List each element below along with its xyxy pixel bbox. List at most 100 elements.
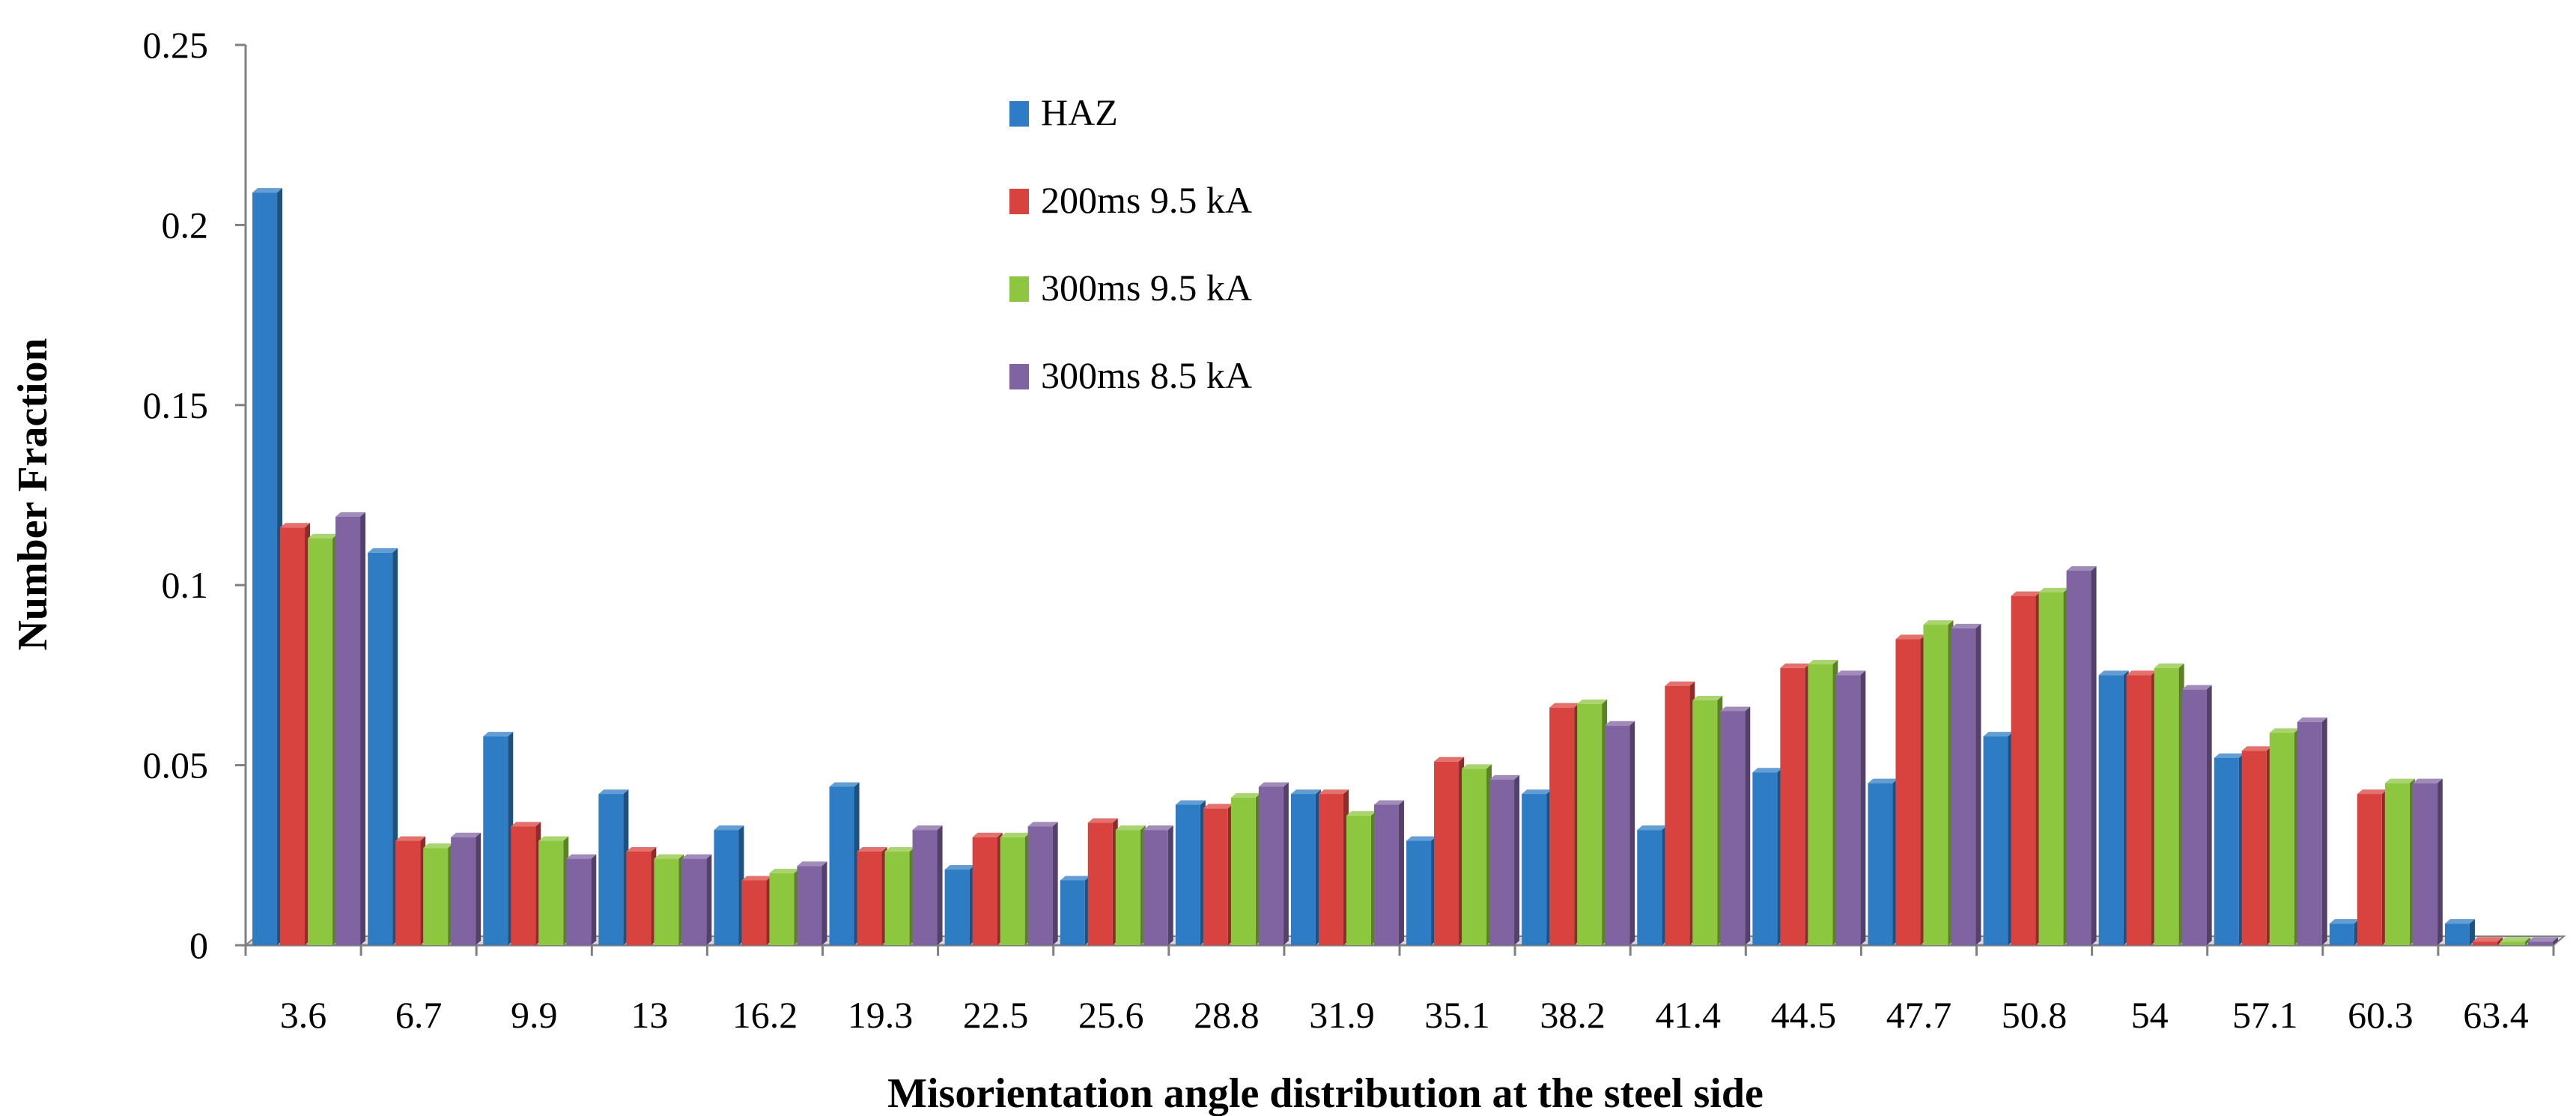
bar-top <box>2357 789 2387 795</box>
bar-top <box>1692 696 1723 701</box>
bar <box>1577 699 1608 945</box>
bar-front <box>1318 794 1343 945</box>
bar-top <box>1027 822 1058 827</box>
bar-top <box>2038 587 2069 592</box>
bar-side <box>1514 774 1520 945</box>
bars <box>252 188 2558 946</box>
x-tick-label: 44.5 <box>1771 994 1837 1036</box>
bar-top <box>2181 685 2212 690</box>
bar-front <box>1258 786 1284 945</box>
bar <box>308 533 338 945</box>
bar-front <box>829 786 854 945</box>
bar-top <box>2066 565 2097 571</box>
bar-top <box>1115 825 1146 831</box>
bar-front <box>2472 941 2497 945</box>
bar-top <box>972 832 1003 837</box>
bar <box>2154 663 2184 945</box>
bar-top <box>566 854 597 859</box>
bar <box>2500 937 2530 945</box>
bar-side <box>2206 685 2212 945</box>
bar-top <box>252 188 283 193</box>
bar-front <box>451 837 476 945</box>
bar-side <box>2497 937 2503 945</box>
bar-front <box>1406 840 1432 945</box>
bar-front <box>1027 826 1053 945</box>
bar <box>1175 800 1206 945</box>
bar-front <box>1115 830 1140 945</box>
bar <box>1692 696 1723 945</box>
bar-front <box>2297 721 2322 945</box>
bar-top <box>1290 789 1321 795</box>
bar <box>2357 789 2387 945</box>
bar <box>2472 937 2503 945</box>
bar-top <box>2154 663 2184 668</box>
bar-top <box>2412 778 2443 783</box>
bar-top <box>626 846 657 852</box>
bar-front <box>280 527 306 945</box>
bar-front <box>1087 822 1113 945</box>
bar-front <box>1868 783 1893 945</box>
bar-top <box>2214 753 2244 758</box>
bar-top <box>511 822 541 827</box>
bar-top <box>1203 804 1233 809</box>
bar-top <box>1983 732 2014 737</box>
bar-front <box>2444 924 2470 945</box>
bar-top <box>280 523 311 528</box>
bar-top <box>1895 634 1926 640</box>
bar-front <box>1489 779 1515 945</box>
bar-front <box>857 851 882 945</box>
bar-top <box>1808 659 1838 664</box>
bar-top <box>1780 663 1811 668</box>
bar-front <box>714 830 739 945</box>
bar <box>829 782 860 945</box>
bar-front <box>1143 830 1168 945</box>
bar-top <box>2269 728 2300 733</box>
bar-front <box>1752 772 1778 945</box>
bar <box>1522 789 1552 945</box>
bar <box>1203 804 1233 945</box>
y-tick-label: 0.15 <box>143 384 209 426</box>
bar-side <box>706 854 712 945</box>
bar-top <box>335 512 366 517</box>
bar <box>1000 832 1030 945</box>
bar-front <box>335 516 361 945</box>
x-tick-label: 22.5 <box>963 994 1029 1036</box>
bar <box>2126 670 2157 945</box>
bar-side <box>821 861 827 945</box>
bar <box>2038 587 2069 945</box>
bar-side <box>1629 721 1635 945</box>
bar-front <box>1203 808 1228 945</box>
bar-front <box>1060 880 1085 945</box>
bar-top <box>1835 670 1866 676</box>
bar-top <box>1318 789 1349 795</box>
bar <box>395 836 426 945</box>
bar-top <box>451 832 482 837</box>
bar-side <box>1745 706 1751 945</box>
bar <box>335 512 366 945</box>
bar-side <box>2437 778 2443 945</box>
bar-front <box>1983 736 2008 945</box>
x-tick-label: 9.9 <box>511 994 558 1036</box>
bar-front <box>944 870 970 945</box>
bar-front <box>598 794 624 945</box>
legend-item: 300ms 9.5 kA <box>1009 267 1252 309</box>
bar <box>280 523 311 945</box>
bar-top <box>1868 778 1898 783</box>
bar-top <box>423 843 454 849</box>
bar <box>1406 836 1437 945</box>
bar <box>1143 825 1173 945</box>
x-tick-labels: 3.6 6.7 9.9 13 16.2 19.3 22.5 25.6 28.8 31.9 35.1 3… <box>280 994 2529 1036</box>
bar-top <box>1175 800 1206 805</box>
y-tick-label: 0.1 <box>162 564 209 606</box>
bar-top <box>1346 810 1376 816</box>
bar-front <box>626 851 651 945</box>
bar <box>884 846 915 945</box>
bar <box>1230 792 1261 945</box>
bar-top <box>1637 825 1668 831</box>
bar-side <box>591 854 597 945</box>
bar <box>1605 721 1635 945</box>
bar-front <box>252 192 278 945</box>
bar-side <box>1167 825 1173 945</box>
bar-front <box>1895 639 1921 945</box>
bar <box>2412 778 2443 945</box>
